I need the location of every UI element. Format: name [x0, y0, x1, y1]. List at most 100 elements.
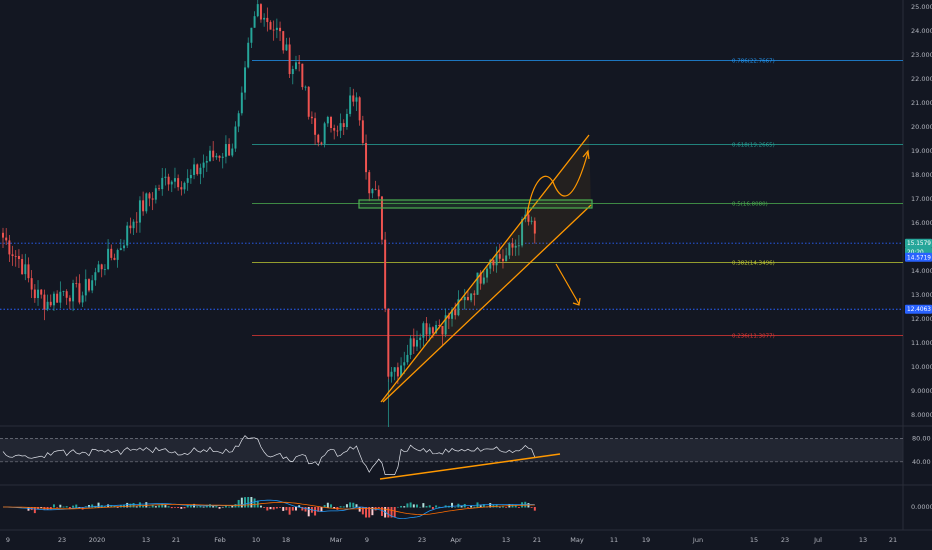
candle-body [84, 279, 87, 296]
rsi-line [2, 435, 536, 475]
resistance-box[interactable] [358, 199, 593, 209]
macd-histogram-bar [330, 504, 332, 508]
channel-lower-line[interactable] [382, 204, 592, 403]
candle-body [444, 315, 447, 335]
macd-histogram-bar [460, 505, 463, 508]
macd-histogram-bar [52, 504, 55, 508]
macd-histogram-bar [320, 507, 323, 512]
time-tick-label: 21 [889, 536, 897, 544]
candle-body [339, 123, 342, 131]
macd-tick-label: 0.0000 [911, 503, 932, 511]
price-tick-label: 22.0000 [911, 75, 932, 83]
candle-body [81, 295, 84, 303]
macd-histogram-bar [272, 507, 275, 510]
candle-body [320, 142, 323, 144]
candle-body [269, 22, 272, 30]
macd-histogram-bar [138, 502, 141, 508]
candle-body [352, 95, 355, 102]
macd-histogram-bar [161, 503, 164, 508]
macd-histogram-bar [454, 506, 457, 508]
macd-histogram-bar [129, 503, 132, 508]
candle-body [482, 277, 485, 284]
time-tick-label: 13 [502, 536, 510, 544]
candle-body [517, 245, 520, 247]
candle-body [396, 367, 399, 377]
candle-body [91, 280, 94, 291]
candle-body [317, 134, 320, 143]
candle-body [113, 257, 116, 260]
candle-body [126, 225, 129, 246]
candle-body [279, 27, 282, 32]
blue-line-tag-lower [905, 304, 932, 314]
candle-body [56, 293, 59, 303]
macd-histogram-bar [221, 506, 224, 508]
candle-body [244, 67, 247, 93]
fibonacci-retracement[interactable]: 0.786(22.7667) 0.618(19.2665) 0.5(16.8080)… [252, 59, 903, 340]
candle-body [37, 289, 40, 299]
horizontal-dotted-lines[interactable] [0, 242, 903, 310]
macd-histogram-bar [431, 507, 434, 510]
candle-body [393, 367, 396, 372]
arrow-up-head [582, 149, 590, 160]
candle-body [68, 297, 71, 302]
macd-histogram-bar [345, 504, 348, 508]
macd-histogram-bar [231, 505, 234, 508]
candle-body [342, 123, 345, 128]
macd-histogram-bar [224, 505, 227, 508]
macd-histogram-bar [247, 497, 250, 508]
projection-down-line[interactable] [555, 263, 580, 305]
macd-histogram-bar [167, 506, 170, 508]
macd-histogram-bar [266, 507, 269, 511]
macd-histogram-bar [333, 507, 336, 509]
macd-histogram-bar [419, 506, 422, 508]
macd-histogram-bar [505, 507, 508, 508]
candle-body [377, 189, 380, 197]
candle-body [511, 243, 514, 248]
time-tick-label: 21 [533, 536, 541, 544]
time-tick-label: Jul [813, 536, 822, 544]
candle-body [501, 258, 504, 262]
macd-histogram-bar [196, 506, 199, 508]
macd-histogram-bar [91, 504, 94, 508]
candle-body [170, 181, 173, 185]
time-tick-label: 10 [252, 536, 260, 544]
candle-body [14, 255, 17, 257]
time-tick-label: Feb [214, 536, 226, 544]
macd-histogram-bar [285, 507, 288, 511]
rsi-trendline[interactable] [379, 453, 561, 480]
macd-histogram-bar [371, 507, 374, 516]
candle-body [40, 289, 43, 295]
candle-body [87, 279, 90, 291]
candle-body [30, 278, 33, 290]
price-axis[interactable]: 25.0000 24.0000 23.0000 22.0000 21.0000 20.00… [905, 3, 932, 419]
candle-body [409, 338, 412, 355]
candle-body [8, 240, 11, 255]
candle-body [161, 177, 164, 190]
candle-body [291, 68, 294, 75]
macd-histogram-bar [189, 504, 192, 508]
candle-body [368, 172, 371, 194]
candle-body [333, 128, 336, 131]
time-axis[interactable]: 9 23 2020 13 21 Feb 10 18 Mar 9 23 Apr 13 21 May 11 19 Ju… [6, 536, 897, 544]
macd-histogram-bar [451, 502, 454, 508]
candle-body [97, 264, 100, 273]
candle-body [94, 272, 97, 281]
time-tick-label: 13 [859, 536, 867, 544]
blue-line-tag-upper [905, 252, 932, 262]
macd-histogram-bar [412, 504, 415, 508]
channel-drawings[interactable] [358, 134, 593, 403]
price-tick-label: 11.0000 [911, 339, 932, 347]
macd-histogram-bar [326, 502, 329, 508]
candle-body [272, 29, 275, 31]
candle-body [11, 254, 14, 256]
candle-body [460, 299, 463, 301]
macd-histogram-bar [314, 507, 317, 516]
time-tick-label: 21 [172, 536, 180, 544]
projection-up-path[interactable] [526, 151, 589, 215]
macd-histogram-bar [135, 506, 138, 508]
candle-body [447, 315, 450, 319]
channel-upper-line[interactable] [380, 134, 590, 403]
candle-body [298, 62, 301, 64]
macd-histogram-bar [470, 505, 473, 508]
